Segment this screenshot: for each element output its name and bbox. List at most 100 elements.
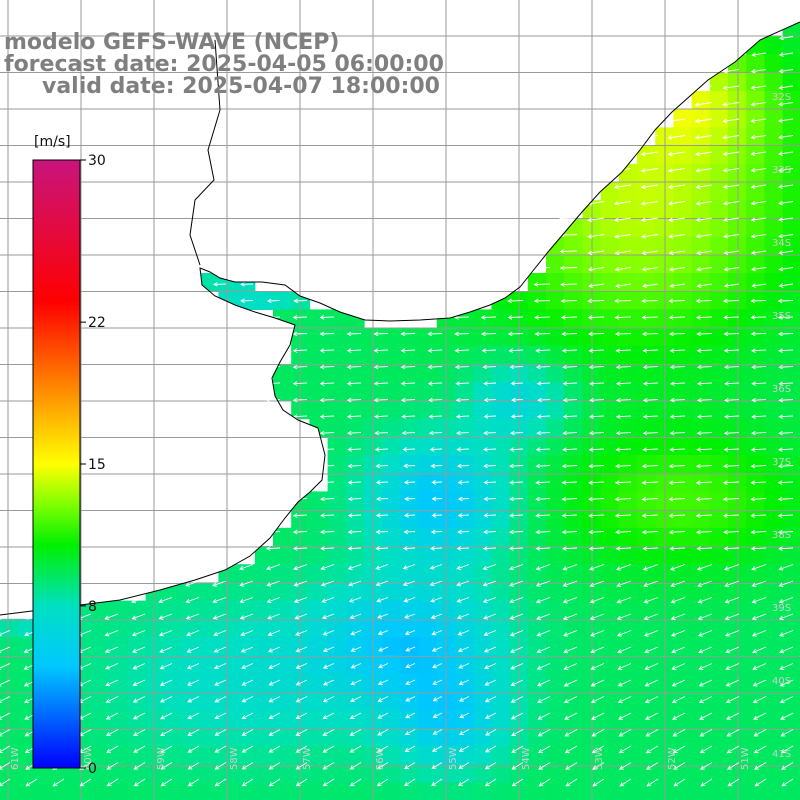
wind-arrow (722, 496, 740, 502)
wind-arrow (536, 646, 551, 654)
field-cell (473, 746, 492, 765)
field-cell (618, 600, 638, 620)
wind-arrow (668, 298, 686, 304)
field-cell (709, 309, 729, 329)
field-cell (728, 564, 747, 583)
field-cell (145, 655, 165, 674)
field-cell (637, 527, 656, 547)
wind-arrow (431, 496, 443, 502)
wind-arrow (186, 646, 200, 653)
field-cell (473, 673, 492, 693)
wind-arrow (510, 679, 524, 687)
wind-arrow (241, 696, 254, 703)
field-cell (455, 673, 474, 693)
wind-arrow (667, 151, 686, 157)
wind-arrow (295, 663, 308, 669)
colorbar-unit: [m/s] (34, 134, 71, 150)
field-cell (273, 746, 292, 765)
wind-arrow (778, 266, 794, 272)
wind-arrow (346, 414, 362, 419)
field-cell (600, 564, 620, 583)
wind-arrow (617, 663, 632, 670)
wind-arrow (695, 315, 713, 320)
field-cell (382, 509, 401, 529)
wind-arrow (160, 762, 173, 770)
wind-arrow (535, 513, 551, 518)
field-cell (163, 691, 183, 711)
wind-arrow (614, 298, 632, 304)
wind-arrow (240, 630, 254, 637)
field-cell (746, 327, 765, 347)
field-cell (473, 564, 492, 583)
wind-arrow (400, 364, 416, 370)
field-cell (637, 582, 656, 602)
wind-arrow (481, 348, 497, 353)
field-cell (618, 236, 638, 256)
wind-arrow (320, 496, 335, 502)
field-cell (673, 782, 693, 800)
field-cell (728, 163, 747, 183)
field-cell (273, 782, 292, 800)
field-cell (618, 491, 638, 511)
field-cell (709, 728, 729, 747)
wind-arrow (642, 430, 659, 436)
wind-arrow (292, 348, 308, 353)
wind-arrow (589, 564, 605, 571)
field-cell (728, 182, 747, 201)
field-cell (145, 709, 165, 729)
wind-arrow (241, 679, 254, 686)
field-cell (455, 364, 474, 383)
wind-arrow (669, 381, 686, 386)
wind-arrow (751, 52, 767, 57)
wind-arrow (214, 679, 227, 686)
field-cell (709, 91, 729, 110)
wind-arrow (645, 712, 659, 720)
wind-arrow (213, 630, 227, 637)
field-cell (400, 637, 420, 656)
field-cell (527, 655, 547, 674)
field-cell (764, 382, 784, 401)
field-cell (709, 382, 729, 401)
field-cell (273, 655, 292, 674)
field-cell (473, 436, 492, 456)
wind-arrow (374, 430, 389, 436)
wind-arrow (509, 564, 524, 571)
wind-arrow (778, 546, 794, 551)
field-cell (145, 764, 165, 784)
field-cell (728, 709, 747, 729)
wind-arrow (695, 234, 713, 239)
field-cell (600, 309, 620, 329)
wind-arrow (618, 762, 632, 770)
field-cell (709, 72, 729, 92)
wind-arrow (131, 630, 146, 637)
field-cell (400, 728, 420, 747)
field-cell (327, 746, 347, 765)
field-cell (546, 618, 565, 638)
wind-arrow (695, 513, 713, 519)
field-cell (491, 473, 511, 492)
wind-arrow (750, 151, 767, 157)
wind-arrow (669, 447, 686, 452)
field-cell (546, 436, 565, 456)
wind-arrow (131, 597, 146, 604)
wind-arrow (347, 480, 362, 485)
field-cell (273, 527, 292, 547)
wind-arrow (404, 613, 416, 619)
field-cell (345, 455, 365, 474)
wind-arrow (750, 217, 767, 222)
field-cell (473, 509, 492, 529)
field-cell (600, 728, 620, 747)
wind-arrow (240, 298, 254, 304)
field-cell (673, 728, 693, 747)
field-cell (309, 637, 329, 656)
wind-arrow (400, 397, 416, 403)
wind-arrow (104, 646, 119, 653)
wind-arrow (616, 597, 632, 604)
wind-arrow (509, 613, 524, 620)
wind-arrow (723, 414, 740, 419)
wind-arrow (750, 496, 767, 502)
field-cell (709, 345, 729, 365)
wind-arrow (560, 298, 578, 304)
field-cell (618, 509, 638, 529)
wind-arrow (722, 85, 740, 91)
